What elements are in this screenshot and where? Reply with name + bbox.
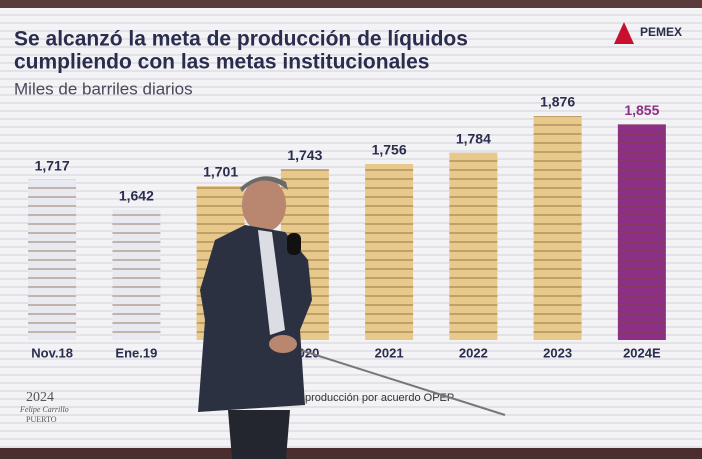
- value-label: 1,642: [119, 187, 154, 203]
- logo2-place: PUERTO: [26, 415, 57, 424]
- logo-icon: [614, 22, 634, 44]
- logo2-name: Felipe Carrillo: [19, 405, 69, 414]
- trousers: [228, 410, 290, 459]
- value-label: 1,717: [35, 157, 70, 173]
- x-tick-label: 2024E: [623, 345, 661, 360]
- title: Se alcanzó la meta de producción de líqu…: [14, 28, 468, 51]
- value-label: 1,784: [456, 131, 491, 147]
- x-tick-label: 2021: [375, 345, 404, 360]
- top-border: [0, 0, 702, 8]
- footnote: producción por acuerdo OPEP: [305, 392, 454, 404]
- value-label: 1,701: [203, 164, 238, 180]
- microphone: [287, 233, 301, 255]
- shirt: [258, 230, 285, 335]
- logo: PEMEX: [640, 25, 682, 39]
- value-label: 1,876: [540, 94, 575, 110]
- bar-stripes: [28, 179, 77, 340]
- value-label: 1,743: [287, 147, 322, 163]
- suit: [198, 225, 312, 412]
- x-tick-label: 2022: [459, 345, 488, 360]
- subtitle: Miles de barriles diarios: [14, 79, 193, 98]
- title: cumpliendo con las metas institucionales: [14, 51, 429, 74]
- x-tick-label: Ene.19: [115, 345, 157, 360]
- bar-stripes: [449, 152, 498, 340]
- hand: [269, 335, 297, 353]
- bar-stripes: [112, 209, 161, 340]
- x-tick-label: Nov.18: [31, 345, 73, 360]
- bar-stripes: [533, 116, 582, 340]
- x-tick-label: 2023: [543, 345, 572, 360]
- head: [242, 178, 286, 232]
- speaker: [198, 176, 506, 459]
- value-label: 1,756: [372, 142, 407, 158]
- bottom-border: [0, 448, 702, 459]
- bar-stripes: [617, 124, 666, 341]
- bar-stripes: [365, 164, 414, 340]
- hair: [240, 176, 288, 192]
- pointer: [299, 349, 506, 416]
- logo2-year: 2024: [26, 390, 54, 405]
- value-label: 1,855: [624, 102, 659, 118]
